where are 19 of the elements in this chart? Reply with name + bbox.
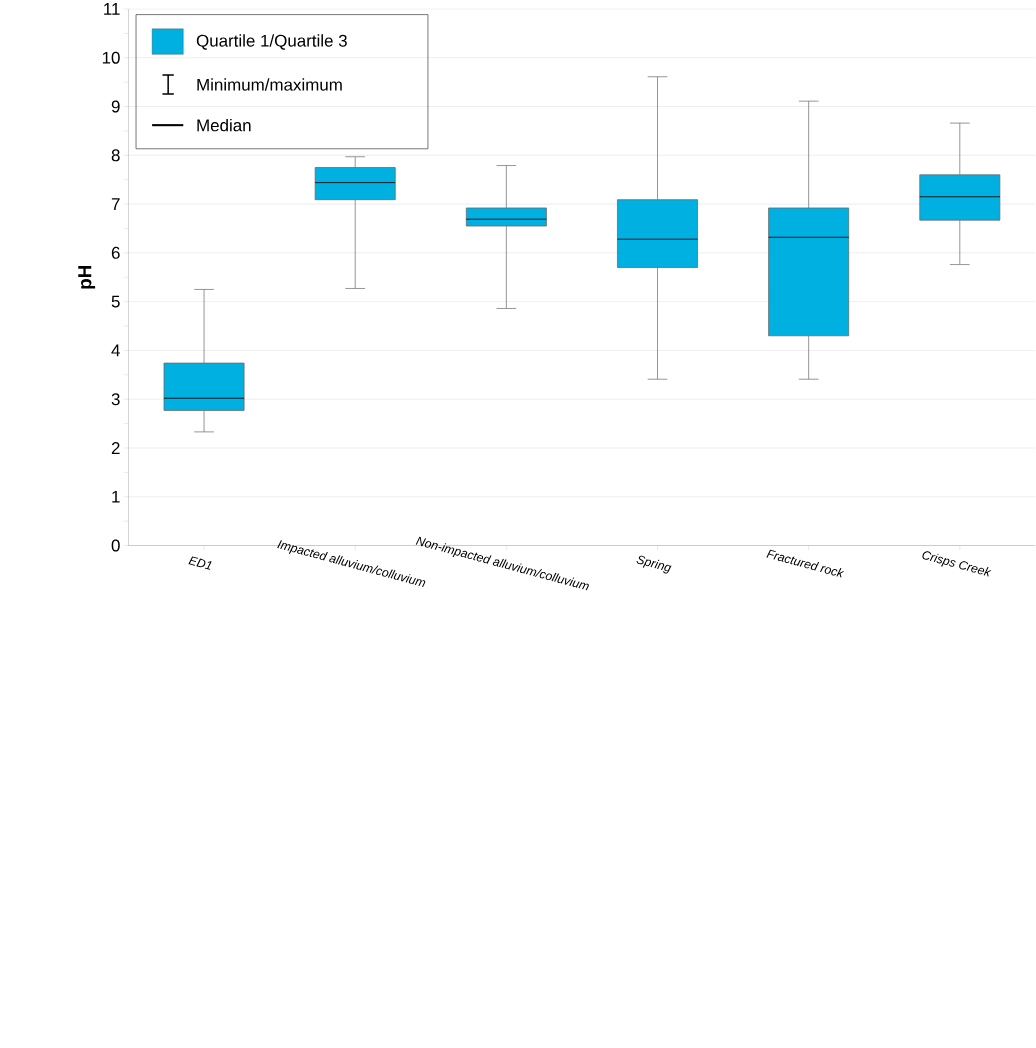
x-tick-label: Crisps Creek xyxy=(922,551,992,577)
y-tick-label: 4 xyxy=(111,344,121,357)
x-tick-label: Spring xyxy=(636,555,672,574)
y-axis-title: pH xyxy=(78,265,96,289)
y-tick-label: 9 xyxy=(112,100,120,113)
y-tick-label: 10 xyxy=(103,51,120,64)
y-tick-label: 3 xyxy=(111,393,120,406)
x-tick-label: ED1 xyxy=(188,556,212,570)
annotation: Quartile 1/Quartile 3 xyxy=(197,34,348,50)
y-tick-label: 5 xyxy=(111,295,120,308)
y-tick-label: 8 xyxy=(111,149,120,162)
y-tick-label: 7 xyxy=(112,198,120,210)
annotation: Minimum/maximum xyxy=(197,78,342,91)
y-tick-label: 1 xyxy=(112,490,120,503)
y-tick-label: 6 xyxy=(112,246,120,259)
y-tick-label: 2 xyxy=(112,442,120,454)
y-tick-label: 0 xyxy=(111,539,120,552)
y-tick-label: 11 xyxy=(104,3,120,15)
annotation: Median xyxy=(197,118,251,132)
